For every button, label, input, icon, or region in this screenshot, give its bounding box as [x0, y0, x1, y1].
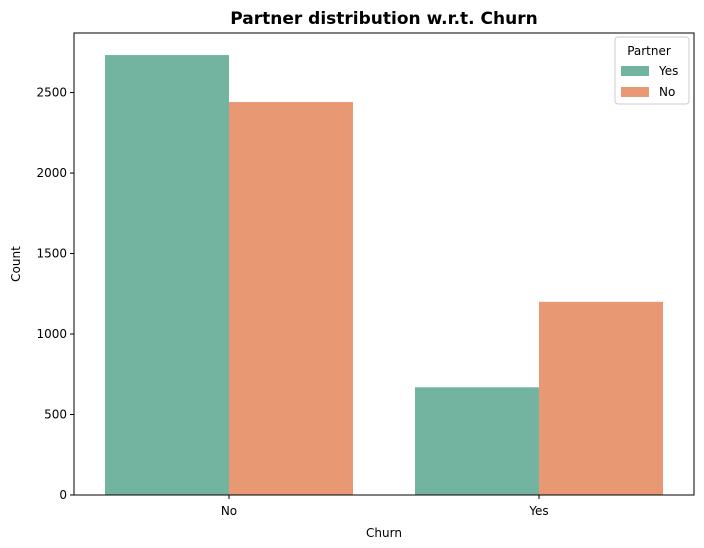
bar-no-partner-yes — [105, 55, 229, 496]
bar-yes-partner-no — [539, 301, 663, 495]
legend-swatch-yes — [621, 66, 649, 76]
bar-no-partner-no — [229, 102, 353, 495]
legend-items: Yes No — [621, 64, 678, 99]
x-ticks-group: No Yes — [221, 495, 549, 518]
y-tick-label: 1500 — [36, 247, 67, 261]
bars-group — [105, 55, 663, 496]
y-tick-label: 0 — [59, 488, 67, 502]
legend: Partner Yes No — [614, 36, 690, 105]
legend-swatch-no — [621, 87, 649, 97]
x-tick-label: Yes — [528, 504, 548, 518]
chart-title: Partner distribution w.r.t. Churn — [230, 9, 537, 29]
bar-yes-partner-yes — [415, 387, 539, 495]
y-tick-label: 2500 — [36, 86, 67, 100]
legend-title: Partner — [627, 44, 671, 58]
plot-frame — [73, 32, 695, 496]
y-tick-label: 1000 — [36, 327, 67, 341]
y-axis-label: Count — [9, 246, 23, 282]
legend-label-no: No — [659, 85, 675, 99]
y-tick-label: 500 — [44, 408, 67, 422]
legend-label-yes: Yes — [658, 64, 678, 78]
x-axis-label: Churn — [366, 526, 402, 540]
y-ticks-group: 0 500 1000 1500 2000 2500 — [36, 86, 74, 502]
x-tick-label: No — [221, 504, 237, 518]
y-tick-label: 2000 — [36, 166, 67, 180]
